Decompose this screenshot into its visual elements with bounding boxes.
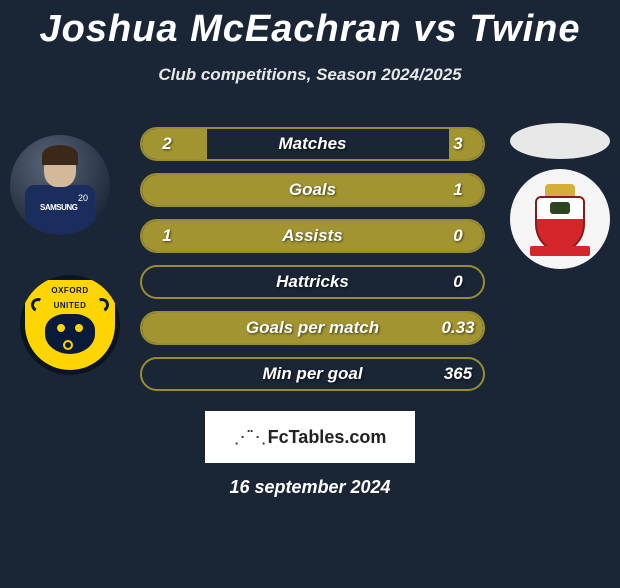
stat-value-left: 1 xyxy=(142,226,192,246)
branding-logo-icon: ⋰⋱ xyxy=(234,427,264,448)
stat-label: Min per goal xyxy=(192,364,433,384)
player2-club-badge xyxy=(510,169,610,269)
stat-label: Goals per match xyxy=(192,318,433,338)
stat-row: Min per goal365 xyxy=(140,357,485,391)
stat-value-right: 0 xyxy=(433,226,483,246)
stat-value-right: 0.33 xyxy=(433,318,483,338)
comparison-title: Joshua McEachran vs Twine xyxy=(0,8,620,51)
stat-row: Goals1 xyxy=(140,173,485,207)
content-area: SAMSUNG 20 OXFORD UNITED 2Matches3Goals1… xyxy=(0,115,620,391)
vs-separator: vs xyxy=(413,8,457,50)
player2-photo xyxy=(510,123,610,159)
stat-value-right: 3 xyxy=(433,134,483,154)
stat-row: Hattricks0 xyxy=(140,265,485,299)
player1-jersey-number: 20 xyxy=(78,193,88,203)
date-text: 16 september 2024 xyxy=(0,477,620,498)
player1-club-badge: OXFORD UNITED xyxy=(20,275,120,375)
stat-value-left: 2 xyxy=(142,134,192,154)
stat-row: 2Matches3 xyxy=(140,127,485,161)
player1-name: Joshua McEachran xyxy=(39,8,401,50)
stat-value-right: 0 xyxy=(433,272,483,292)
stat-label: Assists xyxy=(192,226,433,246)
stat-value-right: 1 xyxy=(433,180,483,200)
stats-table: 2Matches3Goals11Assists0Hattricks0Goals … xyxy=(140,115,485,391)
club1-name-line1: OXFORD xyxy=(51,286,88,295)
stat-label: Hattricks xyxy=(192,272,433,292)
player2-name: Twine xyxy=(469,8,580,50)
branding-badge: ⋰⋱ FcTables.com xyxy=(205,411,415,463)
branding-text: FcTables.com xyxy=(268,427,387,448)
club1-name-line2: UNITED xyxy=(54,301,87,310)
stat-row: Goals per match0.33 xyxy=(140,311,485,345)
subtitle: Club competitions, Season 2024/2025 xyxy=(0,65,620,85)
stat-row: 1Assists0 xyxy=(140,219,485,253)
player1-jersey-sponsor: SAMSUNG xyxy=(40,203,77,212)
stat-label: Goals xyxy=(192,180,433,200)
stat-label: Matches xyxy=(192,134,433,154)
player1-photo: SAMSUNG 20 xyxy=(10,135,110,235)
stat-value-right: 365 xyxy=(433,364,483,384)
